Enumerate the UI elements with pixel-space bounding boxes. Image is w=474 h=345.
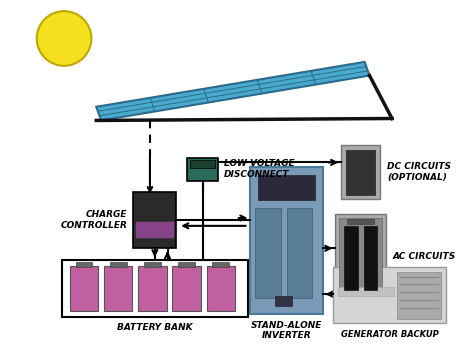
- FancyBboxPatch shape: [346, 150, 375, 195]
- FancyBboxPatch shape: [76, 262, 92, 267]
- FancyBboxPatch shape: [287, 208, 312, 298]
- FancyBboxPatch shape: [62, 260, 247, 317]
- FancyBboxPatch shape: [333, 267, 446, 323]
- Text: BATTERY BANK: BATTERY BANK: [117, 323, 192, 333]
- Text: LOW VOLTAGE
DISCONNECT: LOW VOLTAGE DISCONNECT: [224, 159, 295, 179]
- FancyBboxPatch shape: [336, 214, 386, 298]
- FancyBboxPatch shape: [70, 266, 98, 311]
- FancyBboxPatch shape: [207, 266, 235, 311]
- FancyBboxPatch shape: [135, 221, 174, 238]
- FancyBboxPatch shape: [178, 262, 195, 267]
- FancyBboxPatch shape: [255, 208, 281, 298]
- FancyBboxPatch shape: [344, 226, 358, 290]
- FancyBboxPatch shape: [339, 218, 382, 294]
- FancyBboxPatch shape: [250, 167, 323, 314]
- Text: STAND-ALONE
INVERTER: STAND-ALONE INVERTER: [251, 321, 322, 340]
- FancyBboxPatch shape: [190, 160, 215, 168]
- Text: DC CIRCUITS
(OPTIONAL): DC CIRCUITS (OPTIONAL): [387, 162, 451, 182]
- FancyBboxPatch shape: [258, 175, 315, 200]
- FancyBboxPatch shape: [173, 266, 201, 311]
- FancyBboxPatch shape: [397, 272, 441, 318]
- FancyBboxPatch shape: [133, 192, 176, 248]
- Text: CHARGE
CONTROLLER: CHARGE CONTROLLER: [61, 210, 128, 230]
- FancyBboxPatch shape: [144, 262, 161, 267]
- FancyBboxPatch shape: [364, 226, 377, 290]
- FancyBboxPatch shape: [138, 266, 166, 311]
- FancyBboxPatch shape: [338, 287, 394, 296]
- Text: GENERATOR BACKUP: GENERATOR BACKUP: [341, 330, 438, 339]
- Circle shape: [37, 11, 91, 66]
- FancyBboxPatch shape: [275, 296, 292, 306]
- Polygon shape: [96, 62, 370, 120]
- FancyBboxPatch shape: [104, 266, 132, 311]
- FancyBboxPatch shape: [347, 219, 374, 224]
- FancyBboxPatch shape: [341, 145, 380, 199]
- FancyBboxPatch shape: [187, 158, 218, 181]
- Text: AC CIRCUITS: AC CIRCUITS: [393, 252, 456, 260]
- FancyBboxPatch shape: [212, 262, 229, 267]
- FancyBboxPatch shape: [110, 262, 127, 267]
